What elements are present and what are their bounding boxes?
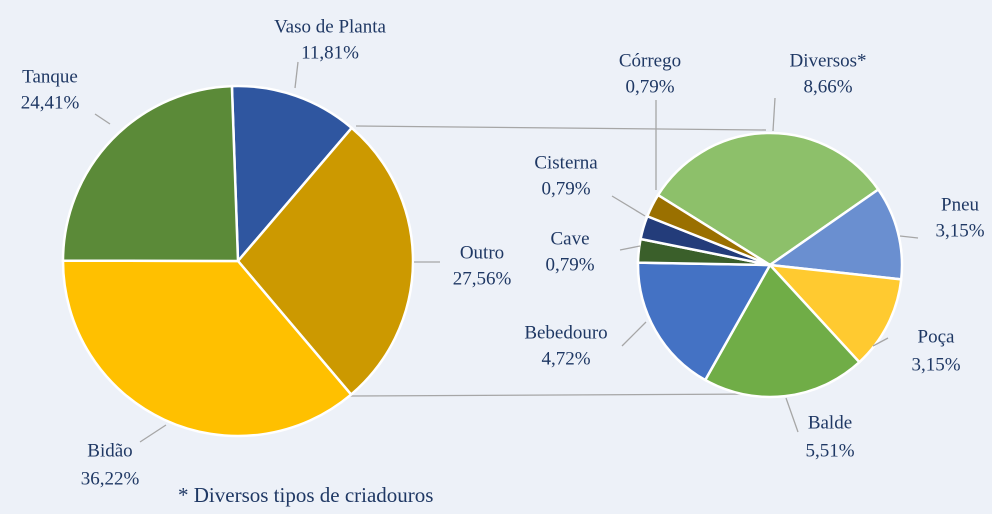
slice-value: 4,72% (541, 348, 590, 369)
footnote: * Diversos tipos de criadouros (178, 483, 433, 507)
slice-label: Bidão (87, 440, 132, 461)
leader-line (621, 321, 647, 347)
slice-value: 11,81% (301, 42, 359, 63)
slice-label: Pneu (941, 194, 980, 215)
slice-value: 5,51% (805, 440, 854, 461)
leader-line (619, 245, 641, 251)
slice-value: 0,79% (541, 178, 590, 199)
slice-value: 27,56% (453, 268, 512, 289)
pie-slice (636, 261, 773, 382)
leader-line (94, 113, 111, 125)
leader-line (772, 97, 776, 132)
slice-label: Poça (918, 326, 956, 347)
connector (355, 125, 767, 131)
slice-label: Bebedouro (524, 322, 607, 343)
slice-value: 8,66% (803, 76, 852, 97)
slice-label: Córrego (619, 50, 681, 71)
leader-line (611, 195, 646, 217)
slice-value: 3,15% (911, 354, 960, 375)
slice-label: Cave (550, 228, 589, 249)
pie-slice (236, 126, 415, 397)
pie-slice (656, 131, 881, 267)
leader-line (139, 424, 167, 443)
slice-value: 0,79% (545, 254, 594, 275)
leader-line (872, 337, 889, 347)
pie-slice (766, 263, 903, 364)
slice-label: Cisterna (534, 152, 598, 173)
slice-value: 0,79% (625, 76, 674, 97)
leader-line (294, 61, 299, 89)
pie-slice (766, 187, 904, 281)
pie-slice (703, 262, 862, 399)
pie-slice (61, 84, 240, 263)
leader-line (899, 235, 919, 239)
pie-slice (230, 84, 354, 265)
slice-value: 24,41% (21, 92, 80, 113)
slice-label: Vaso de Planta (274, 16, 386, 37)
slice-label: Diversos* (789, 50, 866, 71)
pie-slice (645, 193, 771, 267)
leader-line (785, 397, 799, 433)
slice-label: Tanque (22, 66, 78, 87)
slice-label: Outro (460, 242, 504, 263)
pie-slice (61, 259, 353, 438)
connector (349, 393, 767, 397)
slice-value: 36,22% (81, 468, 140, 489)
slice-value: 3,15% (935, 220, 984, 241)
slice-label: Balde (808, 412, 852, 433)
